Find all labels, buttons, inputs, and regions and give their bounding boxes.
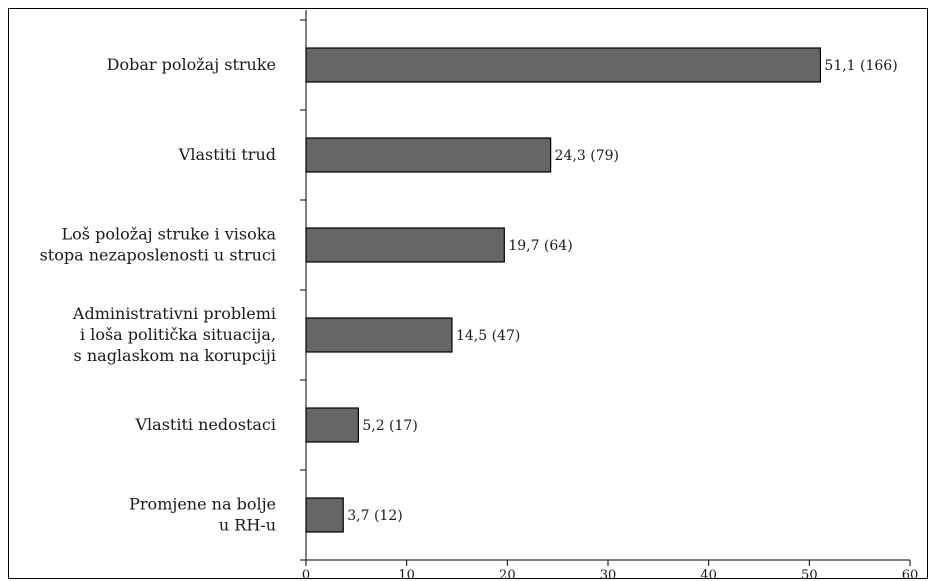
x-tick-label: 30 (600, 568, 617, 581)
category-label-line: s naglaskom na korupciji (74, 346, 276, 365)
category-label: Loš položaj struke i visoka stopa nezapos… (40, 225, 277, 265)
bar (305, 317, 453, 353)
chart-frame (8, 8, 928, 579)
bars-layer (305, 47, 822, 533)
category-label-line: u RH-u (219, 516, 276, 535)
data-labels: 51,1 (166) 24,3 (79) 19,7 (64) 14,5 (47) 5,2… (347, 58, 897, 524)
bar (305, 47, 822, 83)
category-label-line: Loš položaj struke i visoka (62, 225, 277, 244)
category-label: Administrativni problemi i loša politička… (72, 304, 276, 365)
category-label-line: Promjene na bolje (129, 495, 276, 514)
x-tick-label: 60 (902, 568, 919, 581)
category-label-line: Vlastiti nedostaci (134, 415, 276, 434)
data-label: 24,3 (79) (555, 148, 619, 164)
x-tick-label: 10 (398, 568, 415, 581)
category-labels: Dobar položaj struke Vlastiti trud Loš pol… (40, 55, 277, 535)
category-label: Vlastiti trud (178, 145, 276, 164)
category-label-line: i loša politička situacija, (80, 325, 276, 344)
category-label: Vlastiti nedostaci (134, 415, 276, 434)
data-label: 5,2 (17) (362, 418, 417, 434)
bar (305, 137, 552, 173)
x-tick-label: 50 (801, 568, 818, 581)
data-label: 3,7 (12) (347, 508, 402, 524)
category-label-line: stopa nezaposlenosti u struci (40, 246, 276, 265)
category-label: Dobar položaj struke (107, 55, 276, 74)
data-label: 51,1 (166) (824, 58, 897, 74)
x-tick-label: 40 (700, 568, 717, 581)
bar (305, 227, 505, 263)
data-label: 14,5 (47) (456, 328, 520, 344)
x-tick-label: 20 (499, 568, 516, 581)
bar (305, 407, 359, 443)
x-tick-label: 0 (302, 568, 310, 581)
data-label: 19,7 (64) (508, 238, 572, 254)
category-label-line: Dobar položaj struke (107, 55, 276, 74)
category-label-line: Vlastiti trud (178, 145, 276, 164)
category-label: Promjene na bolje u RH-u (129, 495, 276, 535)
category-label-line: Administrativni problemi (72, 304, 276, 323)
bar (305, 497, 344, 533)
axes: 0 10 20 30 40 50 60 (300, 10, 918, 581)
